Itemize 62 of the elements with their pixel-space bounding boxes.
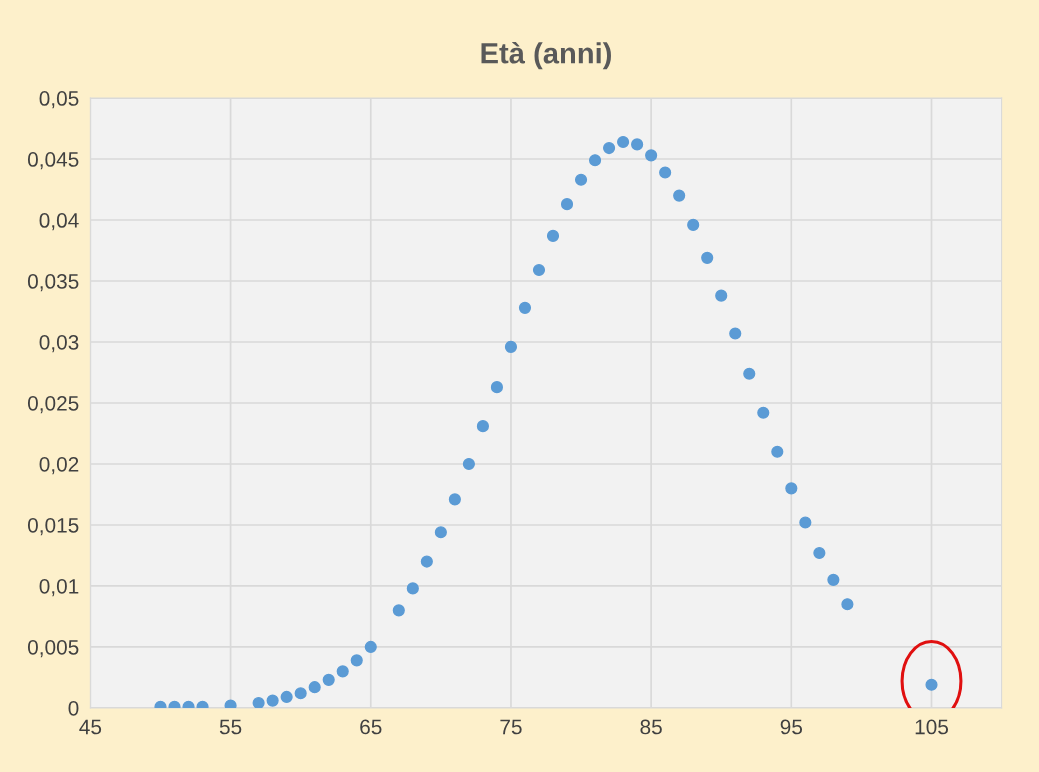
x-tick-label: 105 — [915, 719, 949, 735]
point — [715, 289, 728, 302]
point — [280, 690, 293, 704]
point — [462, 457, 475, 471]
point — [364, 640, 377, 654]
point — [490, 381, 504, 394]
point — [743, 367, 756, 380]
point — [603, 141, 616, 155]
x-tick-label: 65 — [360, 719, 382, 735]
point — [560, 198, 574, 211]
point — [532, 263, 546, 277]
y-tick-label: 0,05 — [39, 91, 79, 109]
point — [673, 189, 686, 202]
point — [294, 687, 307, 700]
point — [925, 678, 938, 691]
point — [588, 154, 602, 167]
y-tick-label: 0,03 — [39, 335, 79, 353]
point — [729, 327, 742, 340]
point — [406, 582, 419, 595]
y-tick-label: 0,04 — [39, 213, 79, 231]
y-tick-label: 0,045 — [27, 152, 79, 170]
point — [799, 516, 812, 529]
point — [785, 482, 798, 495]
point — [631, 138, 644, 151]
x-tick-label: 55 — [219, 719, 242, 735]
point — [771, 445, 784, 458]
y-tick-label: 0,01 — [39, 578, 79, 597]
point — [350, 654, 363, 667]
x-tick-label: 75 — [500, 719, 522, 735]
x-tick-label: 45 — [79, 719, 102, 735]
y-tick-label: 0 — [68, 700, 79, 716]
point — [757, 406, 770, 419]
point — [336, 665, 349, 678]
point — [813, 546, 826, 560]
chart-title: Età (anni) — [481, 41, 611, 70]
point — [574, 173, 588, 186]
point — [518, 301, 532, 314]
y-tick-label: 0,02 — [39, 456, 79, 475]
point — [701, 251, 714, 264]
point — [617, 135, 630, 149]
y-tick-label: 0,005 — [27, 639, 79, 658]
point — [841, 598, 854, 611]
y-tick-label: 0,015 — [27, 517, 79, 536]
point — [504, 340, 518, 353]
point — [546, 229, 560, 242]
point — [434, 526, 447, 539]
point — [266, 694, 279, 707]
point — [392, 604, 405, 617]
point — [827, 573, 840, 586]
point — [308, 681, 321, 694]
point — [448, 493, 461, 506]
point — [420, 555, 433, 568]
point — [252, 696, 265, 708]
x-tick-label: 85 — [640, 719, 662, 735]
point — [645, 149, 658, 162]
x-tick-label: 95 — [780, 719, 803, 735]
y-tick-label: 0,025 — [27, 395, 79, 414]
point — [322, 673, 335, 686]
point — [687, 218, 700, 231]
point — [659, 166, 672, 179]
y-tick-label: 0,035 — [27, 274, 79, 292]
point — [476, 420, 489, 433]
